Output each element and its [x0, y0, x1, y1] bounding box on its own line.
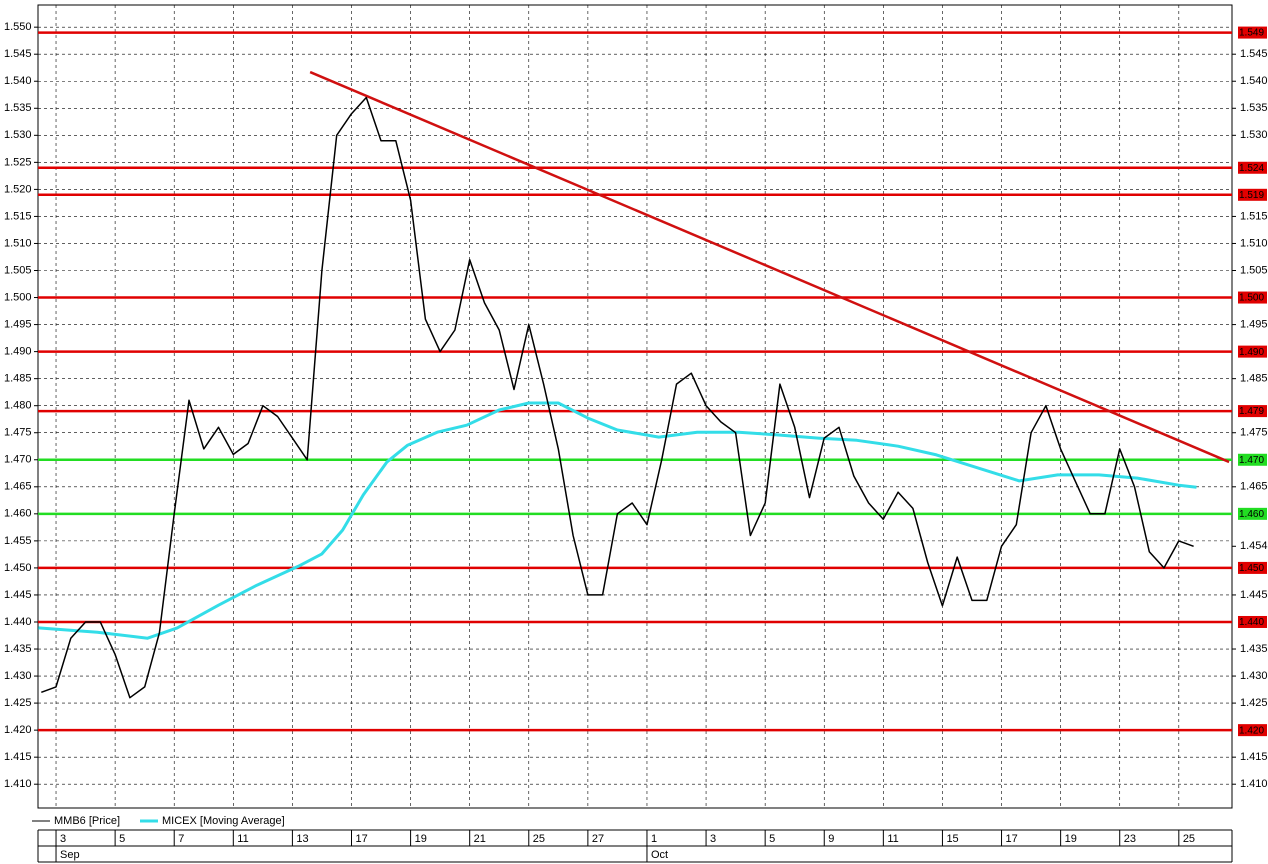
x-tick-label: 19 [1065, 833, 1077, 845]
y-tick-label: 1.475 [4, 427, 32, 439]
y-tick-label: 1.435 [4, 643, 32, 655]
y2-tick-label: 1.495 [1240, 318, 1268, 330]
x-tick-label: 25 [1183, 833, 1195, 845]
y-tick-label: 1.490 [4, 346, 32, 358]
y-tick-label: 1.510 [4, 237, 32, 249]
y-tick-label: 1.440 [4, 616, 32, 628]
plot-frame [37, 4, 1233, 809]
y-tick-label: 1.520 [4, 183, 32, 195]
y2-tick-label: 1.510 [1240, 237, 1268, 249]
y-tick-label: 1.450 [4, 562, 32, 574]
level-label: 1.470 [1239, 455, 1264, 466]
x-tick-label: 11 [237, 833, 248, 845]
x-tick-label: 25 [533, 833, 545, 845]
x-tick-label: 11 [887, 833, 898, 845]
level-tag [1238, 615, 1267, 628]
y-tick-label: 1.445 [4, 589, 32, 601]
y-tick-label: 1.480 [4, 400, 32, 412]
y-tick-label: 1.425 [4, 697, 32, 709]
level-tag [1238, 453, 1267, 466]
x-tick-label: 23 [1124, 833, 1136, 845]
y2-tick-label: 1.545 [1240, 48, 1268, 60]
level-tag [1238, 188, 1267, 201]
x-tick-label: 7 [178, 833, 184, 845]
x-tick-label: 17 [1006, 833, 1018, 845]
y-tick-label: 1.535 [4, 102, 32, 114]
y-tick-label: 1.505 [4, 264, 32, 276]
y2-tick-label: 1.435 [1240, 643, 1268, 655]
level-label: 1.524 [1239, 163, 1264, 174]
x-tick-label: 1 [651, 833, 657, 845]
level-label: 1.460 [1239, 509, 1264, 520]
y2-tick-label: 1.425 [1240, 697, 1268, 709]
y2-tick-label: 1.515 [1240, 210, 1268, 222]
level-label: 1.420 [1239, 725, 1264, 736]
price-line [41, 96, 1194, 699]
level-tag [1238, 161, 1267, 174]
level-label: 1.490 [1239, 347, 1264, 358]
level-tag [1238, 345, 1267, 358]
y-tick-label: 1.550 [4, 21, 32, 33]
y2-tick-label: 1.430 [1240, 670, 1268, 682]
y2-tick-label: 1.454 [1240, 540, 1268, 552]
y-tick-label: 1.500 [4, 291, 32, 303]
y-tick-label: 1.515 [4, 210, 32, 222]
month-label: Sep [60, 849, 80, 861]
x-tick-label: 15 [946, 833, 958, 845]
month-label: Oct [651, 849, 668, 861]
level-tag [1238, 561, 1267, 574]
level-label: 1.479 [1239, 406, 1264, 417]
x-tick-label: 27 [592, 833, 604, 845]
level-label: 1.450 [1239, 563, 1264, 574]
y2-tick-label: 1.445 [1240, 589, 1268, 601]
y2-tick-label: 1.410 [1240, 778, 1268, 790]
x-tick-label: 5 [769, 833, 775, 845]
x-tick-label: 17 [355, 833, 367, 845]
y-tick-label: 1.485 [4, 373, 32, 385]
x-tick-label: 21 [474, 833, 486, 845]
y-tick-label: 1.415 [4, 751, 32, 763]
level-label: 1.440 [1239, 617, 1264, 628]
y-tick-label: 1.430 [4, 670, 32, 682]
y-tick-label: 1.540 [4, 75, 32, 87]
legend-label: MMB6 [Price] [54, 815, 120, 827]
y-tick-label: 1.470 [4, 454, 32, 466]
legend-label: MICEX [Moving Average] [162, 815, 285, 827]
y2-tick-label: 1.505 [1240, 264, 1268, 276]
y2-tick-label: 1.530 [1240, 129, 1268, 141]
y2-tick-label: 1.540 [1240, 75, 1268, 87]
level-label: 1.549 [1239, 28, 1264, 39]
y-tick-label: 1.530 [4, 129, 32, 141]
y-tick-label: 1.465 [4, 481, 32, 493]
level-tag [1238, 405, 1267, 418]
y2-tick-label: 1.415 [1240, 751, 1268, 763]
trendline [309, 70, 1230, 464]
y2-tick-label: 1.475 [1240, 427, 1268, 439]
y-tick-label: 1.460 [4, 508, 32, 520]
x-tick-label: 13 [296, 833, 308, 845]
level-tag [1238, 724, 1267, 737]
y-tick-label: 1.410 [4, 778, 32, 790]
average-line [38, 401, 1197, 640]
y2-tick-label: 1.485 [1240, 373, 1268, 385]
level-label: 1.519 [1239, 190, 1264, 201]
x-tick-label: 3 [710, 833, 716, 845]
y-tick-label: 1.495 [4, 318, 32, 330]
y2-tick-label: 1.465 [1240, 481, 1268, 493]
level-label: 1.500 [1239, 293, 1264, 304]
y-tick-label: 1.545 [4, 48, 32, 60]
y2-tick-label: 1.535 [1240, 102, 1268, 114]
level-tag [1238, 291, 1267, 304]
y-tick-label: 1.525 [4, 156, 32, 168]
level-tag [1238, 507, 1267, 520]
level-tag [1238, 26, 1267, 39]
x-tick-label: 19 [415, 833, 427, 845]
x-tick-label: 3 [60, 833, 66, 845]
x-tick-label: 5 [119, 833, 125, 845]
x-tick-label: 9 [828, 833, 834, 845]
y-tick-label: 1.455 [4, 535, 32, 547]
y-tick-label: 1.420 [4, 724, 32, 736]
